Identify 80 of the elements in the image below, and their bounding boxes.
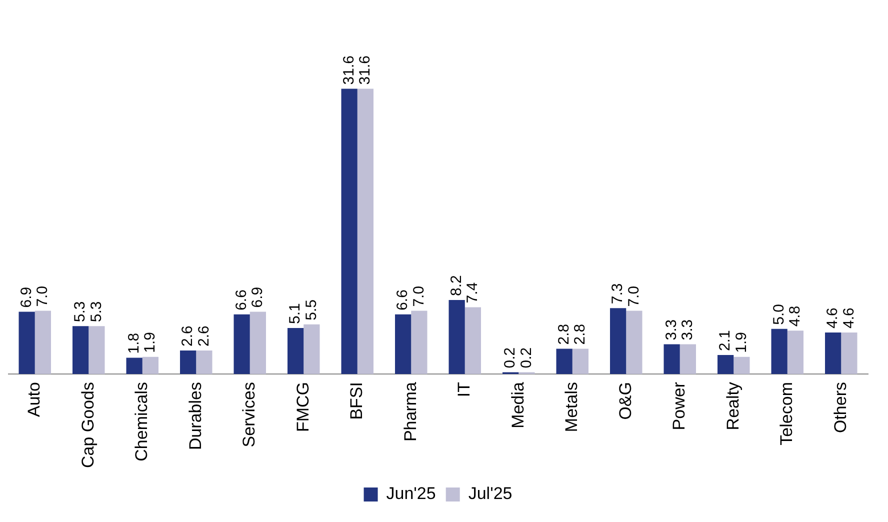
x-tick-label: O&G (616, 382, 635, 420)
bar (234, 314, 250, 374)
bar (250, 312, 266, 374)
data-label: 5.5 (302, 299, 320, 320)
data-label: 7.0 (34, 286, 52, 307)
data-label: 4.8 (786, 306, 804, 327)
x-tick-label: FMCG (293, 382, 312, 432)
bar (304, 324, 320, 374)
x-tick-label: Durables (186, 382, 205, 450)
data-label: 5.3 (72, 301, 89, 322)
bar (771, 328, 788, 374)
bar (664, 344, 680, 374)
bar (18, 312, 35, 374)
legend-label: Jun'25 (386, 484, 436, 504)
bar (180, 350, 196, 374)
bar (196, 350, 212, 374)
data-label: 7.3 (609, 283, 626, 304)
data-label: 6.9 (249, 286, 266, 308)
data-label: 7.4 (464, 282, 482, 304)
data-label: 2.8 (555, 324, 572, 345)
bar (288, 328, 304, 374)
data-label: 2.1 (716, 330, 734, 352)
bar (126, 358, 142, 374)
bar (411, 310, 428, 374)
x-tick-label: Services (240, 382, 259, 448)
data-label: 5.1 (286, 303, 304, 324)
bar (841, 332, 858, 374)
data-label: 1.9 (732, 332, 750, 353)
data-label: 3.3 (679, 319, 696, 340)
bar (448, 300, 465, 374)
bar (718, 355, 734, 374)
bar (341, 88, 358, 374)
x-tick-label: Telecom (777, 382, 796, 446)
bar (610, 308, 626, 374)
data-label: 31.6 (340, 55, 358, 85)
data-label: 4.6 (840, 308, 858, 328)
data-label: 6.6 (394, 290, 412, 310)
x-tick-label: BFSI (347, 382, 366, 420)
x-tick-label: Pharma (400, 381, 420, 442)
data-label: 2.6 (195, 326, 212, 347)
x-tick-label: Metals (562, 382, 582, 432)
bar (787, 330, 804, 374)
bar (142, 356, 158, 374)
bar (88, 326, 105, 374)
x-tick-label: Realty (723, 382, 742, 430)
bar (395, 314, 412, 374)
bar (572, 348, 588, 374)
data-label: 1.9 (142, 332, 159, 353)
bar (464, 307, 481, 374)
bar (357, 88, 374, 374)
data-label: 0.2 (518, 347, 535, 368)
x-tick-label: Chemicals (132, 382, 152, 462)
x-tick-label: Media (508, 381, 528, 428)
x-tick-label: IT (454, 382, 474, 398)
x-tick-label: Auto (24, 382, 44, 417)
data-label: 2.6 (179, 326, 196, 347)
data-label: 1.8 (125, 332, 142, 354)
bar (734, 356, 750, 374)
bar (680, 344, 696, 374)
data-label: 2.8 (572, 324, 589, 345)
bar (626, 310, 642, 374)
data-label: 4.6 (824, 308, 842, 328)
x-tick-label: Cap Goods (78, 382, 98, 468)
data-label: 31.6 (356, 55, 374, 85)
data-label: 5.0 (770, 304, 788, 325)
data-label: 5.3 (88, 301, 105, 322)
data-label: 7.0 (410, 286, 428, 307)
data-label: 6.9 (18, 286, 35, 308)
x-tick-label: Power (670, 382, 689, 430)
bar (34, 310, 51, 374)
legend-label: Jul'25 (468, 484, 512, 504)
bar (556, 348, 572, 374)
data-label: 6.6 (232, 290, 250, 310)
bar (72, 326, 89, 374)
data-label: 8.2 (448, 275, 465, 296)
bar (825, 332, 842, 374)
data-label: 7.0 (625, 286, 642, 307)
data-label: 3.3 (662, 319, 680, 340)
data-label: 0.2 (502, 347, 519, 368)
x-tick-label: Others (830, 382, 850, 434)
